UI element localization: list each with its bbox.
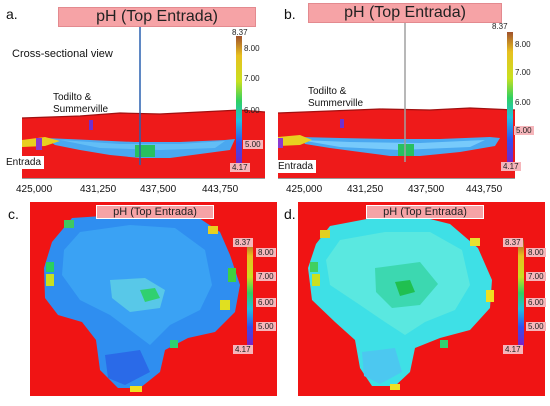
panel-c-cb-min: 4.17	[233, 345, 253, 354]
panel-d-cb-tick: 5.00	[526, 322, 546, 331]
panel-d-colorbar	[518, 240, 524, 346]
panel-a-cb-tick: 8.00	[244, 44, 260, 53]
panel-a-unit-label-2: Summerville	[53, 104, 109, 115]
panel-d-title: pH (Top Entrada)	[366, 205, 484, 219]
panel-d-cb-tick: 7.00	[526, 272, 546, 281]
panel-a-xtick: 443,750	[202, 184, 239, 195]
panel-a-cb-tick: 7.00	[244, 74, 260, 83]
panel-d-cb-max: 8.37	[503, 238, 523, 247]
panel-a-colorbar	[236, 36, 242, 166]
panel-b-cb-tick: 5.00	[514, 126, 534, 135]
panel-c-title: pH (Top Entrada)	[96, 205, 214, 219]
panel-a-cb-tick: 6.00	[244, 106, 260, 115]
panel-d-cb-min: 4.17	[503, 345, 523, 354]
panel-a-xtick: 425,000	[16, 184, 53, 195]
panel-d-cb-tick: 8.00	[526, 248, 546, 257]
panel-c-map	[30, 202, 277, 396]
panel-c-letter: c.	[8, 206, 19, 222]
panel-a-title: pH (Top Entrada)	[58, 7, 256, 27]
panel-b-base-label: Entrada	[275, 160, 317, 173]
panel-a-xtick: 431,250	[80, 184, 117, 195]
panel-a-caption: Cross-sectional view	[12, 48, 113, 60]
panel-b-unit-label-1: Todilto &	[308, 86, 347, 97]
panel-a-unit-label-1: Todilto &	[53, 92, 92, 103]
panel-a-letter: a.	[6, 6, 18, 22]
panel-a-cb-tick: 5.00	[243, 140, 263, 149]
panel-b-title: pH (Top Entrada)	[308, 3, 502, 23]
panel-c-cb-tick: 6.00	[256, 298, 276, 307]
panel-b-unit-label-2: Summerville	[308, 98, 364, 109]
panel-d-map	[298, 202, 545, 396]
panel-c-cb-tick: 8.00	[256, 248, 276, 257]
panel-c-colorbar	[247, 240, 253, 346]
panel-a-cross-section	[21, 22, 266, 179]
panel-b-xtick: 443,750	[466, 184, 503, 195]
panel-b-cb-min: 4.17	[501, 162, 521, 171]
panel-b-letter: b.	[284, 6, 296, 22]
panel-c-cb-tick: 7.00	[256, 272, 276, 281]
panel-d-cb-tick: 6.00	[526, 298, 546, 307]
panel-b-cb-tick: 6.00	[515, 98, 531, 107]
panel-b-cb-tick: 8.00	[515, 40, 531, 49]
panel-b-xtick: 437,500	[408, 184, 445, 195]
panel-b-cb-max: 8.37	[492, 22, 508, 31]
panel-a-cb-min: 4.17	[230, 163, 250, 172]
panel-a-xtick: 437,500	[140, 184, 177, 195]
panel-a-base-label: Entrada	[3, 156, 45, 169]
panel-b-xtick: 431,250	[347, 184, 384, 195]
panel-a-cb-max: 8.37	[232, 28, 248, 37]
panel-b-xtick: 425,000	[286, 184, 323, 195]
panel-b-cross-section	[277, 22, 516, 179]
panel-c-cb-max: 8.37	[233, 238, 253, 247]
panel-b-colorbar	[507, 32, 513, 164]
panel-c-cb-tick: 5.00	[256, 322, 276, 331]
panel-b-cb-tick: 7.00	[515, 68, 531, 77]
panel-d-letter: d.	[284, 206, 296, 222]
